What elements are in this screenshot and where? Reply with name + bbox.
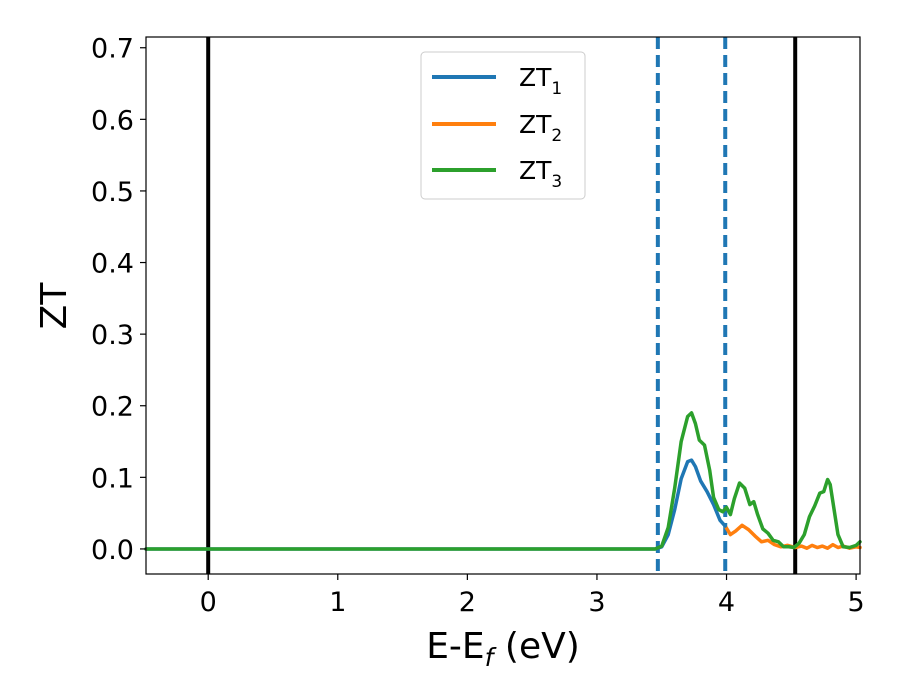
x-axis: 0 1 2 3 4 5 (200, 574, 865, 618)
series-line-zt3 (144, 411, 862, 551)
y-tick-label: 0.2 (91, 392, 134, 423)
x-tick-label: 1 (329, 587, 346, 618)
x-tick-label: 4 (718, 587, 735, 618)
plot-series (144, 411, 862, 551)
x-axis-title-unit: (eV) (493, 626, 579, 667)
y-axis: 0.0 0.1 0.2 0.3 0.4 0.5 0.6 0.7 (91, 34, 146, 566)
x-tick-label: 0 (200, 587, 217, 618)
x-axis-title: E-Ef (eV) (426, 626, 580, 672)
y-tick-label: 0.7 (91, 34, 134, 65)
legend-box (420, 51, 586, 200)
series-line-zt2 (723, 523, 862, 550)
y-tick-label: 0.3 (91, 320, 134, 351)
x-tick-label: 3 (588, 587, 605, 618)
y-axis-title: ZT (34, 282, 75, 330)
legend-label-zt1: ZT1 (519, 63, 562, 99)
plot-frame (145, 36, 861, 575)
y-tick-label: 0.6 (91, 105, 134, 136)
y-tick-label: 0.5 (91, 177, 134, 208)
legend-label-zt2: ZT2 (519, 110, 562, 146)
legend: ZT1 ZT2 ZT3 (420, 51, 586, 200)
legend-label-zt3: ZT3 (519, 156, 562, 192)
y-tick-label: 0.1 (91, 463, 134, 494)
x-tick-label: 2 (459, 587, 476, 618)
y-tick-label: 0.0 (91, 535, 134, 566)
reference-lines (206, 37, 798, 574)
x-tick-label: 5 (848, 587, 865, 618)
y-tick-label: 0.4 (91, 249, 134, 280)
